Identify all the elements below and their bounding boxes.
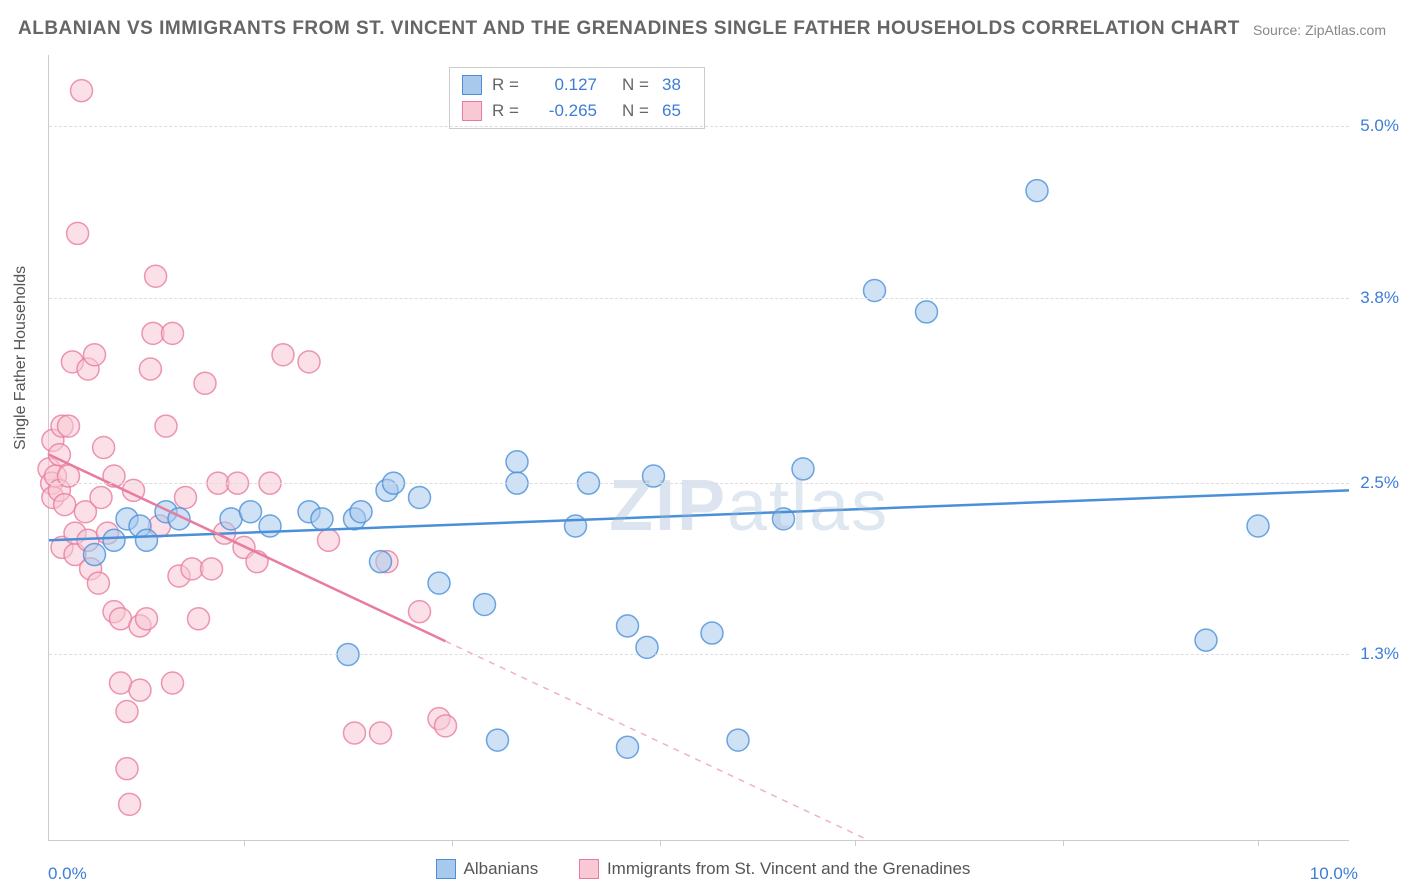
scatter-point [194,372,216,394]
correlation-legend: R = 0.127 N = 38 R = -0.265 N = 65 [449,67,705,129]
scatter-point [142,322,164,344]
scatter-point [474,594,496,616]
scatter-point [311,508,333,530]
legend-row-blue: R = 0.127 N = 38 [462,72,692,98]
scatter-point [90,486,112,508]
scatter-point [188,608,210,630]
r-label: R = [492,101,522,121]
gridline [49,654,1349,655]
scatter-point [119,793,141,815]
y-tick-label: 3.8% [1354,288,1399,308]
legend-item-svg-immigrants: Immigrants from St. Vincent and the Gren… [579,859,970,879]
chart-title: ALBANIAN VS IMMIGRANTS FROM ST. VINCENT … [18,18,1240,40]
scatter-point [1026,180,1048,202]
x-tick [855,840,856,846]
scatter-point [58,415,80,437]
scatter-point [428,572,450,594]
scatter-point [93,437,115,459]
scatter-point [701,622,723,644]
scatter-point [617,615,639,637]
chart-plot-area: ZIPatlas R = 0.127 N = 38 R = -0.265 N =… [48,55,1349,841]
scatter-point [727,729,749,751]
scatter-point [344,722,366,744]
scatter-point [110,608,132,630]
scatter-point [272,344,294,366]
y-tick-label: 5.0% [1354,116,1399,136]
scatter-point [84,544,106,566]
scatter-point [175,486,197,508]
n-label: N = [622,75,652,95]
scatter-point [67,222,89,244]
y-axis-label: Single Father Households [12,266,30,450]
scatter-svg [49,55,1349,840]
x-tick [1258,840,1259,846]
gridline [49,483,1349,484]
scatter-point [201,558,223,580]
swatch-pink-icon [579,859,599,879]
scatter-point [54,494,76,516]
scatter-point [370,722,392,744]
scatter-point [487,729,509,751]
scatter-point [1195,629,1217,651]
source-label: Source: ZipAtlas.com [1253,22,1386,38]
legend-row-pink: R = -0.265 N = 65 [462,98,692,124]
scatter-point [1247,515,1269,537]
legend-item-albanians: Albanians [436,859,539,879]
x-tick [660,840,661,846]
y-tick-label: 1.3% [1354,644,1399,664]
scatter-point [181,558,203,580]
n-label: N = [622,101,652,121]
scatter-point [240,501,262,523]
x-tick [1063,840,1064,846]
n-value-blue: 38 [662,75,692,95]
x-tick [244,840,245,846]
scatter-point [435,715,457,737]
scatter-point [155,415,177,437]
scatter-point [116,758,138,780]
scatter-point [792,458,814,480]
swatch-blue-icon [462,75,482,95]
scatter-point [110,672,132,694]
scatter-point [259,515,281,537]
r-value-blue: 0.127 [532,75,597,95]
scatter-point [129,679,151,701]
scatter-point [298,351,320,373]
scatter-point [87,572,109,594]
y-tick-label: 2.5% [1354,473,1399,493]
scatter-point [916,301,938,323]
series-legend: Albanians Immigrants from St. Vincent an… [0,859,1406,884]
n-value-pink: 65 [662,101,692,121]
scatter-point [565,515,587,537]
r-value-pink: -0.265 [532,101,597,121]
scatter-point [136,608,158,630]
swatch-pink-icon [462,101,482,121]
x-tick [452,840,453,846]
scatter-point [116,701,138,723]
scatter-point [145,265,167,287]
scatter-point [220,508,242,530]
swatch-blue-icon [436,859,456,879]
scatter-point [162,322,184,344]
scatter-point [139,358,161,380]
scatter-point [84,344,106,366]
r-label: R = [492,75,522,95]
scatter-point [350,501,372,523]
scatter-point [506,451,528,473]
scatter-point [162,672,184,694]
scatter-point [318,529,340,551]
scatter-point [370,551,392,573]
gridline [49,126,1349,127]
scatter-point [103,529,125,551]
legend-label: Albanians [464,859,539,879]
scatter-point [409,601,431,623]
legend-label: Immigrants from St. Vincent and the Gren… [607,859,970,879]
scatter-point [409,486,431,508]
scatter-point [71,80,93,102]
scatter-point [617,736,639,758]
scatter-point [246,551,268,573]
gridline [49,298,1349,299]
scatter-point [136,529,158,551]
